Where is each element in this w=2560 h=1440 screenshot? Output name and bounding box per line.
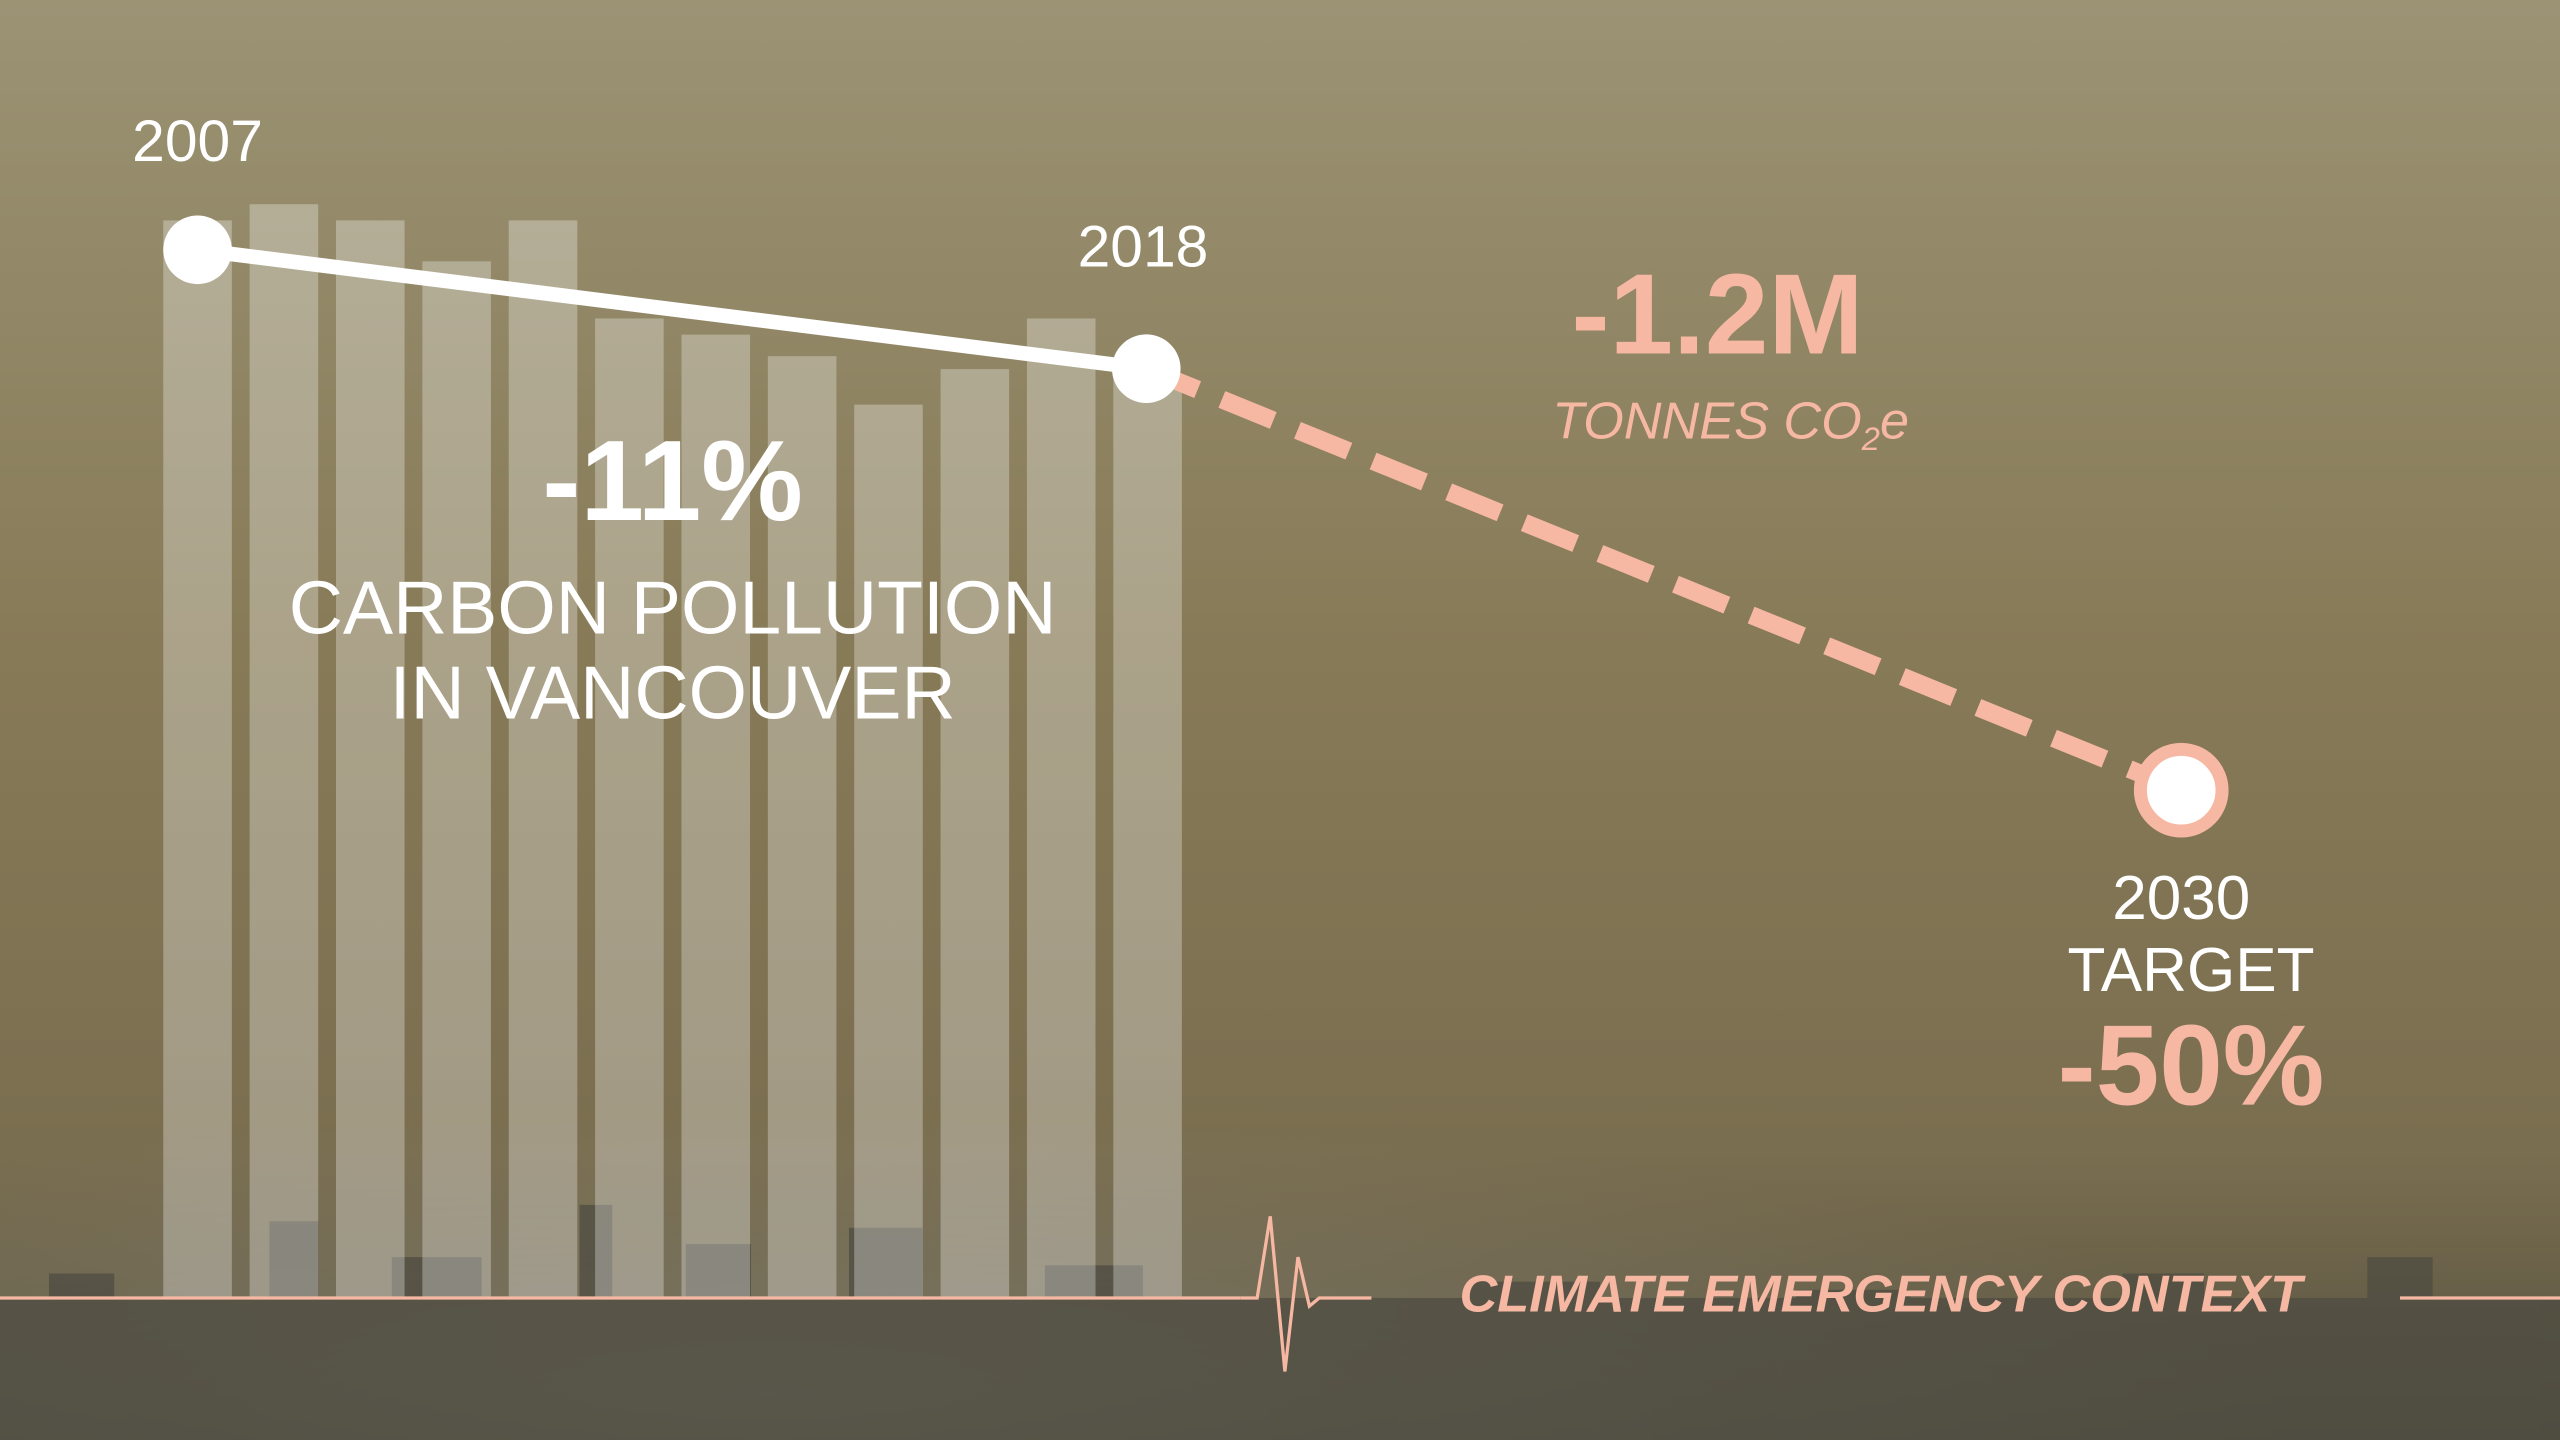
- point: [163, 216, 232, 285]
- reduction-label: -1.2M: [1572, 251, 1864, 378]
- bar: [250, 204, 319, 1298]
- bar: [854, 405, 923, 1298]
- unit-label: TONNES CO2e: [1552, 392, 1909, 456]
- bar: [163, 220, 232, 1298]
- bar: [1113, 376, 1182, 1298]
- point: [2140, 749, 2222, 831]
- subject-label: CARBON POLLUTION: [289, 566, 1057, 650]
- footer-title: CLIMATE EMERGENCY CONTEXT: [1460, 1266, 2307, 1324]
- year-label: 2007: [132, 109, 263, 174]
- subject-label: IN VANCOUVER: [390, 651, 956, 735]
- change-label: -11%: [542, 418, 802, 545]
- bar: [941, 369, 1010, 1298]
- year-label: 2030: [2112, 864, 2250, 933]
- year-label: 2018: [1078, 215, 1209, 280]
- bar: [1027, 318, 1096, 1297]
- unit-text: e: [1880, 392, 1909, 450]
- unit-text: TONNES CO: [1552, 392, 1862, 450]
- unit-subscript: 2: [1861, 419, 1880, 456]
- bar: [336, 220, 405, 1298]
- infographic: 2007 2018 2030 -11% CARBON POLLUTION IN VA…: [0, 0, 2560, 1440]
- point: [1112, 334, 1181, 403]
- target-label: TARGET: [2068, 936, 2315, 1005]
- bar: [509, 220, 578, 1298]
- bar: [422, 261, 491, 1298]
- target-change: -50%: [2058, 1002, 2325, 1129]
